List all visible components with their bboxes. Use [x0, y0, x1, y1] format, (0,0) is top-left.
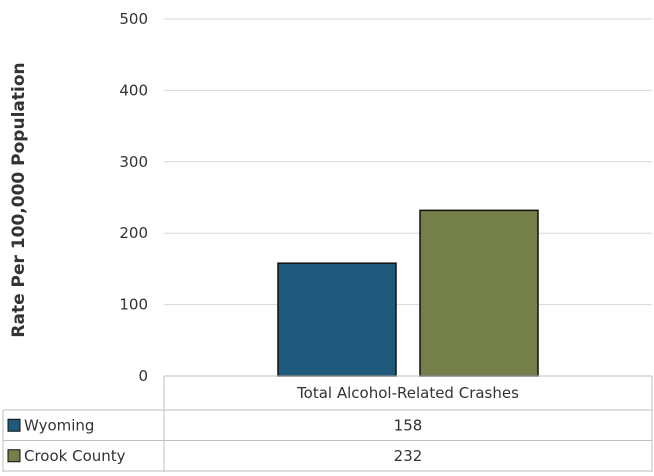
x-category-label: Total Alcohol-Related Crashes — [296, 384, 519, 402]
y-tick-label: 0 — [138, 367, 148, 385]
gridlines — [164, 18, 652, 306]
y-tick-label: 300 — [119, 153, 148, 171]
y-tick-label: 200 — [119, 224, 148, 242]
data-label: 232 — [394, 447, 423, 465]
bar-wyoming — [277, 262, 397, 377]
y-tick-label: 100 — [119, 296, 148, 314]
legend-entry: Crook County — [24, 447, 126, 465]
bars — [277, 209, 539, 377]
legend-entry: Wyoming — [24, 416, 94, 434]
y-axis-ticks: 0 100 200 300 400 500 — [119, 10, 148, 385]
legend-swatch — [7, 418, 21, 432]
legend-swatch — [7, 449, 21, 463]
y-axis-label: Rate Per 100,000 Population — [9, 62, 29, 337]
y-tick-label: 500 — [119, 10, 148, 28]
data-table: Total Alcohol-Related Crashes Wyoming 158 C… — [2, 375, 653, 472]
y-tick-label: 400 — [119, 81, 148, 99]
data-label: 158 — [394, 416, 423, 434]
bar-crook-county — [419, 209, 539, 377]
